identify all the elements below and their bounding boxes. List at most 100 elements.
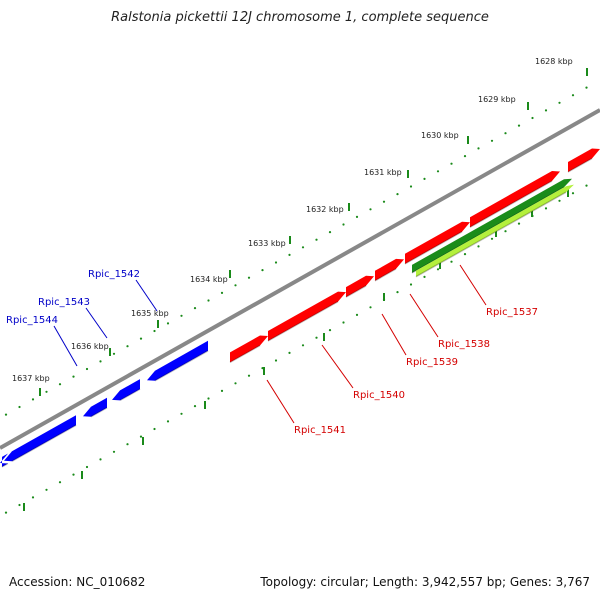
inner-dot	[58, 481, 62, 484]
outer-dot	[85, 367, 89, 371]
forward-gene-arrow-edge	[374, 268, 397, 282]
selected-gene-arrow	[412, 178, 572, 273]
forward-gene-arrow	[568, 148, 600, 172]
outer-dot	[328, 231, 332, 234]
outer-dot	[72, 375, 75, 378]
inner-dot	[180, 412, 183, 415]
outer-dot	[58, 383, 62, 386]
outer-dot	[274, 261, 278, 264]
outer-dot	[382, 200, 386, 203]
reverse-gene-arrow	[4, 415, 76, 462]
reverse-gene-arrow-edge	[119, 388, 141, 402]
gene-label: Rpic_1541	[294, 425, 346, 436]
inner-dot	[396, 291, 399, 294]
inner-dot	[85, 465, 89, 469]
scale-tick-label: 1636 kbp	[71, 342, 109, 351]
scale-tick-label: 1635 kbp	[131, 309, 169, 318]
accession-label: Accession: NC_010682	[9, 575, 146, 589]
reverse-gene-arrow-edge	[1, 462, 9, 468]
scale-tick-label: 1630 kbp	[421, 131, 459, 140]
gene-leader-line	[381, 313, 407, 356]
outer-dot	[369, 208, 372, 211]
inner-dot	[247, 374, 251, 377]
inner-dot	[126, 443, 129, 446]
gene-leader-line	[135, 279, 158, 312]
selected-gene-arrow-edge	[411, 186, 565, 274]
forward-gene-arrow	[470, 171, 560, 228]
gene-label: Rpic_1538	[438, 339, 490, 350]
outer-dot	[423, 177, 426, 180]
outer-dot	[288, 253, 291, 256]
forward-gene-arrow-edge	[469, 180, 553, 228]
selected-gene-highlight-edge	[415, 191, 567, 278]
inner-scale-dots	[4, 184, 588, 514]
outer-dot	[355, 215, 359, 218]
forward-gene-arrow-edge	[345, 285, 367, 298]
outer-dot	[342, 223, 345, 226]
outer-dot	[166, 322, 170, 325]
outer-dot	[207, 299, 210, 302]
outer-dot	[490, 139, 494, 142]
inner-dot	[585, 184, 588, 187]
outer-dot	[220, 291, 224, 294]
inner-dot	[207, 397, 210, 400]
scale-tick-label: 1633 kbp	[248, 239, 286, 248]
inner-dot	[153, 427, 156, 431]
forward-gene-arrow-edge	[229, 344, 261, 364]
outer-dot	[517, 124, 521, 127]
topology-summary: Topology: circular; Length: 3,942,557 bp…	[260, 575, 590, 589]
reverse-strand-genes	[0, 340, 209, 468]
reverse-gene-arrow	[83, 397, 107, 417]
inner-dot	[544, 207, 548, 210]
outer-dot	[396, 193, 399, 196]
reverse-gene-arrow	[112, 379, 140, 401]
outer-dot	[463, 155, 467, 158]
outer-dot	[45, 390, 48, 393]
inner-dot	[409, 283, 413, 286]
forward-gene-arrow-edge	[267, 300, 339, 342]
inner-dot	[315, 336, 318, 339]
inner-dot	[193, 405, 197, 408]
outer-dot	[234, 284, 237, 287]
outer-dot	[126, 345, 129, 348]
inner-dot	[99, 458, 102, 461]
gene-leader-line	[85, 307, 108, 339]
gene-leader-line	[409, 293, 439, 338]
gene-labels: Rpic_1537 Rpic_1538 Rpic_1539 Rpic_1540 Rpic…	[6, 264, 538, 436]
outer-dot	[193, 307, 197, 310]
inner-dot	[234, 382, 237, 385]
outer-dot	[31, 398, 35, 401]
outer-dot	[18, 405, 21, 409]
inner-dot	[328, 329, 332, 332]
reverse-gene-arrow-edge	[154, 350, 209, 382]
outer-dot	[436, 170, 440, 173]
outer-dot	[558, 101, 561, 104]
inner-dot	[517, 222, 521, 225]
forward-gene-arrow	[346, 275, 374, 298]
outer-dot	[544, 109, 548, 112]
outer-dot	[99, 360, 102, 363]
inner-dot	[558, 199, 561, 202]
selected-gene-highlight	[416, 184, 574, 277]
scale-tick-label: 1634 kbp	[190, 275, 228, 284]
outer-dot	[585, 86, 588, 89]
forward-gene-arrow-edge	[567, 157, 593, 173]
forward-gene-arrow	[268, 291, 346, 341]
inner-dot	[450, 260, 453, 263]
inner-dot	[139, 435, 143, 438]
inner-dot	[18, 503, 21, 507]
inner-dot	[504, 230, 507, 233]
inner-dot	[72, 473, 75, 476]
reverse-gene-arrow-edge	[11, 424, 77, 462]
inner-dot	[463, 253, 467, 256]
inner-dot	[342, 321, 345, 324]
inner-dot	[355, 313, 359, 316]
gene-leader-line	[266, 379, 295, 424]
scale-ticks: 1628 kbp 1629 kbp 1630 kbp 1631 kbp 1632 kbp…	[12, 57, 588, 511]
inner-dot	[288, 351, 291, 354]
inner-dot	[166, 420, 170, 423]
inner-dot	[220, 389, 224, 392]
map-title: Ralstonia pickettii 12J chromosome 1, co…	[111, 10, 489, 25]
backbone-line	[0, 108, 600, 450]
outer-dot	[112, 352, 116, 355]
